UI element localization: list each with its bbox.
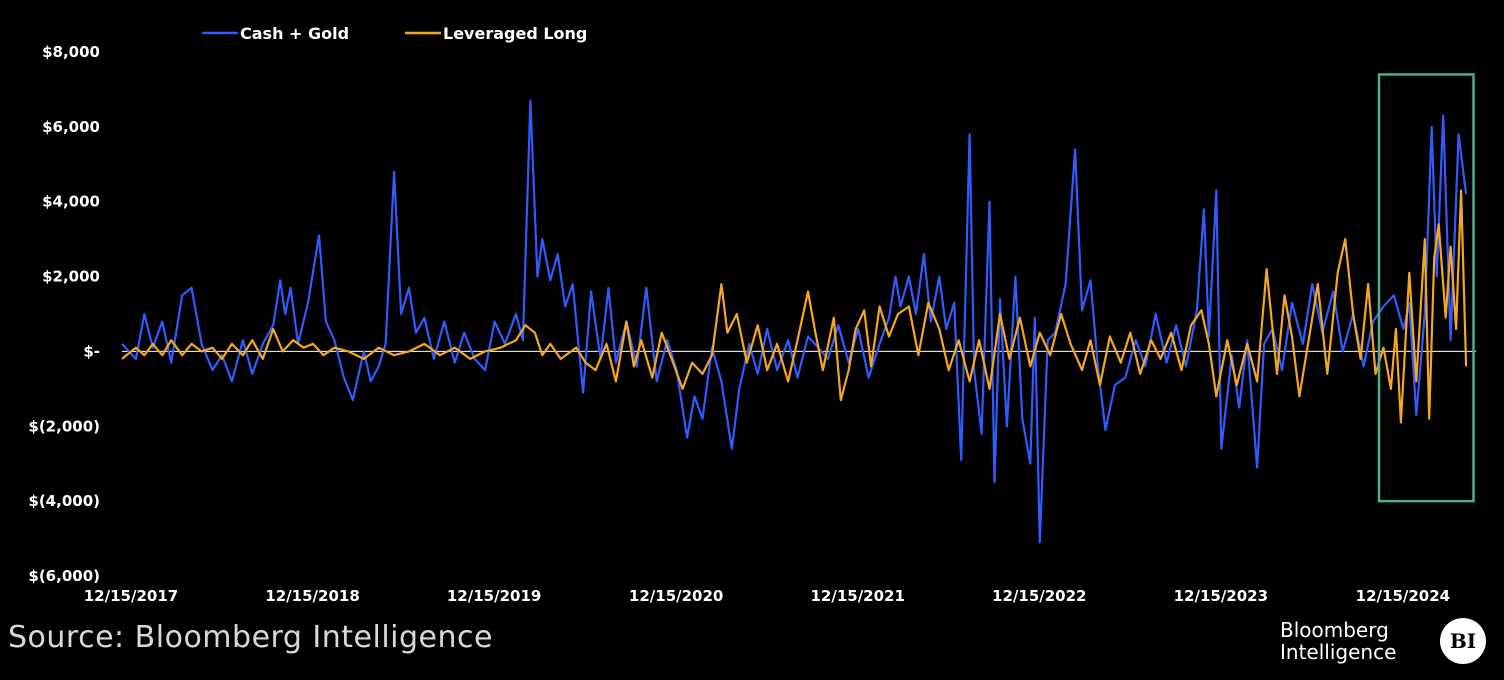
source-note: Source: Bloomberg Intelligence — [8, 620, 493, 655]
legend-label-leveraged-long: Leveraged Long — [443, 24, 587, 43]
y-axis: $8,000 $6,000 $4,000 $2,000 $- $(2,000) $(4,00… — [28, 43, 100, 585]
brand-line-1: Bloomberg — [1280, 618, 1389, 642]
y-tick-label: $(4,000) — [28, 492, 100, 510]
highlight-box — [1377, 73, 1475, 503]
y-tick-label: $2,000 — [42, 268, 100, 286]
x-tick-label: 12/15/2020 — [629, 587, 723, 605]
y-tick-label: $(2,000) — [28, 417, 100, 435]
x-tick-label: 12/15/2018 — [265, 587, 359, 605]
brand-text: Bloomberg Intelligence — [1280, 619, 1440, 663]
legend-label-cash-gold: Cash + Gold — [240, 24, 349, 43]
x-tick-label: 12/15/2023 — [1174, 587, 1268, 605]
x-tick-label: 12/15/2017 — [84, 587, 178, 605]
y-tick-label: $8,000 — [42, 43, 100, 61]
y-tick-label: $6,000 — [42, 118, 100, 136]
x-axis: 12/15/2017 12/15/2018 12/15/2019 12/15/2020… — [84, 587, 1450, 605]
plot-area — [121, 73, 1476, 544]
brand-logo: Bloomberg Intelligence BI — [1280, 618, 1486, 664]
x-tick-label: 12/15/2024 — [1356, 587, 1450, 605]
x-tick-label: 12/15/2021 — [810, 587, 904, 605]
x-tick-label: 12/15/2019 — [447, 587, 541, 605]
legend: Cash + Gold Leveraged Long — [202, 24, 587, 43]
y-tick-label: $- — [83, 342, 100, 360]
bi-badge-icon: BI — [1440, 618, 1486, 664]
x-tick-label: 12/15/2022 — [992, 587, 1086, 605]
series-line-leveraged-long — [121, 189, 1468, 424]
series-line-cash-gold — [121, 99, 1468, 544]
y-tick-label: $(6,000) — [28, 567, 100, 585]
brand-line-2: Intelligence — [1280, 640, 1397, 664]
y-tick-label: $4,000 — [42, 193, 100, 211]
